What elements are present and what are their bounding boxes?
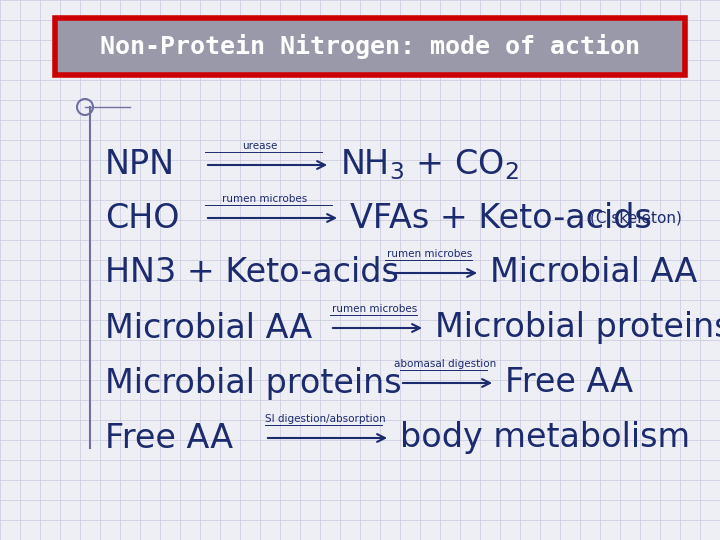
Text: Microbial AA: Microbial AA [490, 256, 697, 289]
Text: Microbial proteins: Microbial proteins [105, 367, 402, 400]
Text: body metabolism: body metabolism [400, 422, 690, 455]
Text: NPN: NPN [105, 148, 175, 181]
Text: Microbial proteins: Microbial proteins [435, 312, 720, 345]
Text: abomasal digestion: abomasal digestion [394, 359, 496, 369]
Text: (C skeleton): (C skeleton) [590, 211, 682, 226]
Text: SI digestion/absorption: SI digestion/absorption [265, 414, 385, 424]
Text: CHO: CHO [105, 201, 179, 234]
Text: rumen microbes: rumen microbes [222, 194, 307, 204]
FancyBboxPatch shape [55, 18, 685, 75]
Text: urease: urease [243, 141, 278, 151]
Text: Free AA: Free AA [505, 367, 633, 400]
Text: rumen microbes: rumen microbes [333, 304, 418, 314]
Text: HN3 + Keto-acids: HN3 + Keto-acids [105, 256, 399, 289]
Text: rumen microbes: rumen microbes [387, 249, 472, 259]
Text: VFAs + Keto-acids: VFAs + Keto-acids [350, 201, 652, 234]
Text: Non-Protein Nitrogen: mode of action: Non-Protein Nitrogen: mode of action [100, 34, 640, 59]
Text: Microbial AA: Microbial AA [105, 312, 312, 345]
Text: NH$_3$ + CO$_2$: NH$_3$ + CO$_2$ [340, 147, 518, 183]
Text: Free AA: Free AA [105, 422, 233, 455]
